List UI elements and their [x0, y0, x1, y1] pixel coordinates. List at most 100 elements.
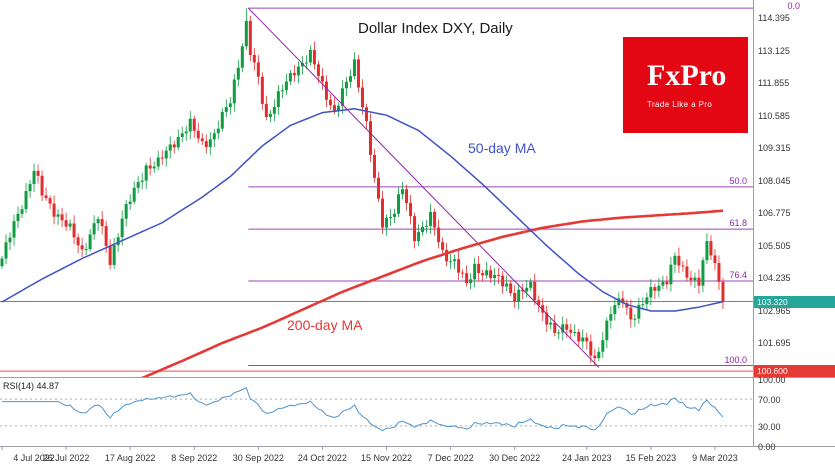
- candle-body: [701, 260, 705, 286]
- candle-body: [20, 209, 24, 214]
- candle-body: [24, 191, 28, 210]
- candle-body: [188, 118, 192, 132]
- candle-body: [44, 195, 48, 199]
- candle-body: [521, 289, 525, 292]
- candle-body: [320, 75, 324, 82]
- candle-body: [124, 204, 128, 219]
- candle-body: [665, 281, 669, 285]
- candle-body: [445, 249, 449, 262]
- candle-body: [156, 157, 160, 167]
- fib-level-label-61.8: 61.8: [729, 218, 747, 229]
- price-tick-label: 113.125: [758, 45, 790, 56]
- candle-body: [248, 20, 252, 55]
- candle-body: [461, 272, 465, 274]
- rsi-tick-label: 0.00: [758, 442, 776, 452]
- candle-body: [140, 180, 144, 182]
- candle-body: [589, 341, 593, 356]
- candle-body: [717, 263, 721, 282]
- candle-body: [601, 340, 605, 352]
- candle-body: [336, 105, 340, 111]
- candle-body: [60, 214, 64, 221]
- candle-body: [553, 322, 557, 333]
- candle-body: [348, 76, 352, 82]
- price-tick-label: 106.775: [758, 208, 791, 219]
- candle-body: [8, 237, 12, 243]
- date-tick-label: 8 Sep 2022: [171, 453, 218, 463]
- candle-body: [425, 225, 429, 227]
- rsi-indicator-label: RSI(14) 44.87: [3, 381, 59, 391]
- candle-body: [377, 177, 381, 199]
- candle-body: [433, 211, 437, 228]
- candle-body: [465, 273, 469, 284]
- rsi-value: 44.87: [36, 381, 60, 391]
- candle-body: [405, 189, 409, 204]
- candle-body: [284, 81, 288, 91]
- candle-body: [497, 274, 501, 276]
- candles-layer: [0, 8, 725, 366]
- candle-body: [264, 103, 268, 118]
- candle-body: [100, 219, 104, 227]
- date-tick-label: 26 Jul 2022: [42, 453, 90, 463]
- candle-body: [192, 118, 196, 131]
- candle-body: [693, 277, 697, 281]
- price-tick-label: 109.315: [758, 143, 791, 154]
- candle-body: [389, 216, 393, 218]
- candle-body: [280, 90, 284, 92]
- candle-body: [68, 223, 72, 227]
- candle-body: [565, 324, 569, 330]
- candle-body: [276, 91, 280, 107]
- candle-body: [160, 157, 164, 159]
- fxpro-tagline: Trade Like a Pro: [647, 100, 713, 109]
- candle-body: [308, 50, 312, 63]
- candle-body: [104, 226, 108, 246]
- candle-body: [421, 226, 425, 233]
- candle-body: [328, 99, 332, 106]
- candle-body: [360, 87, 364, 108]
- candle-body: [685, 266, 689, 278]
- candle-body: [529, 281, 533, 288]
- candle-body: [657, 285, 661, 291]
- current-price-badge: 103.320: [754, 296, 835, 308]
- candle-body: [256, 62, 260, 77]
- ma200-line: [141, 209, 724, 377]
- candle-body: [300, 63, 304, 67]
- candle-body: [649, 287, 653, 298]
- candle-body: [593, 355, 597, 359]
- candle-body: [204, 141, 208, 148]
- candle-body: [364, 107, 368, 122]
- candle-body: [605, 320, 609, 341]
- candle-body: [176, 136, 180, 148]
- candle-body: [545, 312, 549, 325]
- candle-body: [232, 79, 236, 104]
- candle-body: [577, 332, 581, 342]
- rsi-tick-label: 30.00: [758, 421, 781, 432]
- candle-body: [481, 273, 485, 276]
- candle-body: [437, 227, 441, 243]
- candle-body: [268, 113, 272, 118]
- candle-body: [288, 73, 292, 82]
- candle-body: [368, 121, 372, 155]
- price-tick-label: 114.395: [758, 13, 790, 23]
- candle-body: [493, 274, 497, 278]
- ma50-label: 50-day MA: [468, 140, 536, 156]
- price-tick-label: 111.855: [758, 78, 790, 89]
- candle-body: [517, 289, 521, 302]
- candle-body: [537, 300, 541, 306]
- candle-body: [641, 304, 645, 306]
- candle-body: [236, 67, 240, 80]
- candle-body: [200, 138, 204, 142]
- candle-body: [689, 277, 693, 281]
- level-price-badge: 100.600: [754, 365, 835, 377]
- candle-body: [40, 175, 44, 196]
- date-tick-label: 7 Dec 2022: [427, 453, 474, 463]
- candle-body: [112, 245, 116, 265]
- candle-body: [557, 332, 561, 334]
- ma50-line: [1, 108, 724, 312]
- candle-body: [681, 265, 685, 267]
- candle-body: [216, 128, 220, 134]
- candle-body: [381, 198, 385, 228]
- candle-body: [340, 88, 344, 106]
- candle-body: [172, 144, 176, 148]
- candle-body: [108, 245, 112, 265]
- candle-body: [633, 318, 637, 320]
